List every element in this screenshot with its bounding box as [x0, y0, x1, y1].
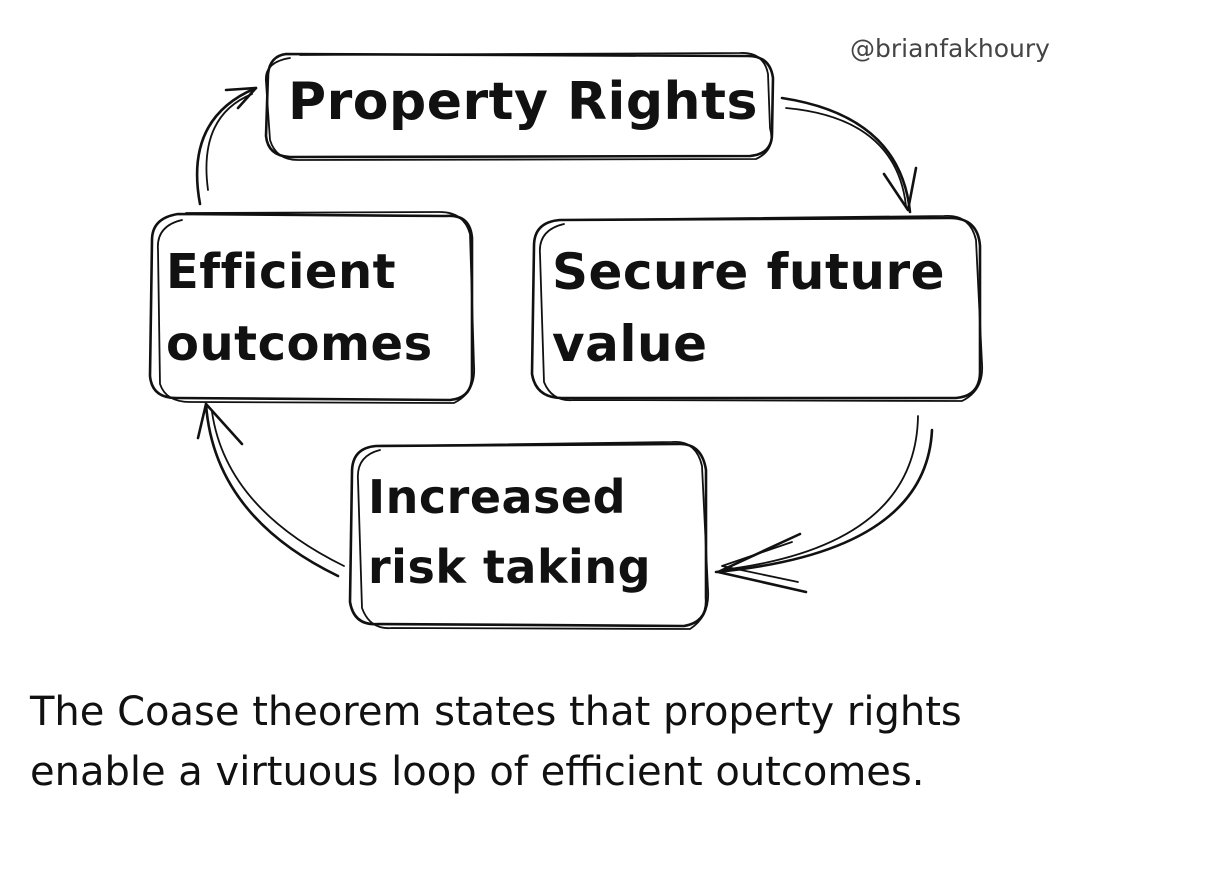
caption: The Coase theorem states that property r…: [30, 682, 962, 802]
arrow-efficient-to-property: [195, 86, 258, 206]
arrow-property-to-secure: [780, 96, 918, 214]
node-efficient-outcomes-line-1: Efficient: [166, 244, 397, 300]
caption-line-2: enable a virtuous loop of efficient outc…: [30, 749, 925, 795]
node-increased-risk-taking: Increased risk taking: [368, 462, 651, 602]
caption-line-1: The Coase theorem states that property r…: [30, 689, 962, 735]
efficient-outcomes-box: [148, 211, 476, 404]
increased-risk-taking-box: [348, 441, 710, 630]
node-efficient-outcomes: Efficient outcomes: [166, 236, 433, 380]
node-property-rights: Property Rights: [288, 70, 758, 134]
secure-future-value-box: [530, 215, 984, 402]
node-property-rights-label: Property Rights: [288, 72, 758, 132]
node-secure-future-value-line-2: value: [552, 315, 708, 373]
node-efficient-outcomes-line-2: outcomes: [166, 316, 433, 372]
node-increased-risk-taking-line-1: Increased: [368, 470, 627, 524]
node-secure-future-value-line-1: Secure future: [552, 243, 946, 301]
author-handle: @brianfakhoury: [850, 34, 1050, 63]
property-rights-box: [264, 52, 775, 161]
arrow-increased-to-efficient: [196, 402, 345, 578]
node-secure-future-value: Secure future value: [552, 236, 945, 380]
arrow-secure-to-increased: [714, 415, 934, 594]
node-increased-risk-taking-line-2: risk taking: [368, 540, 652, 594]
